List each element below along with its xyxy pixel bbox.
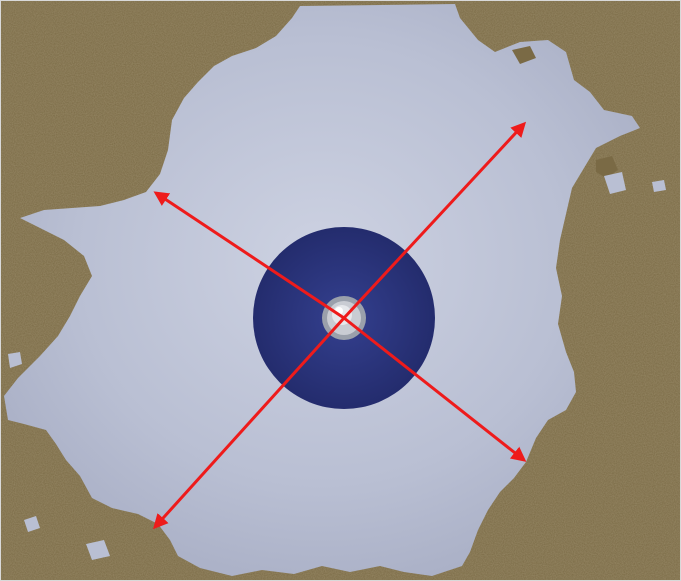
arrow-down-right (343, 316, 527, 462)
arrow-down-left (152, 316, 346, 530)
coating-hole (604, 172, 626, 194)
coating-hole (652, 180, 666, 192)
arrow-up-left (153, 191, 345, 320)
coating-island (512, 46, 536, 64)
coating-island (596, 156, 618, 178)
coating-hole (8, 352, 22, 368)
coating-hole (24, 516, 40, 532)
coating-hole (86, 540, 110, 560)
arrow-up-right (342, 121, 527, 320)
